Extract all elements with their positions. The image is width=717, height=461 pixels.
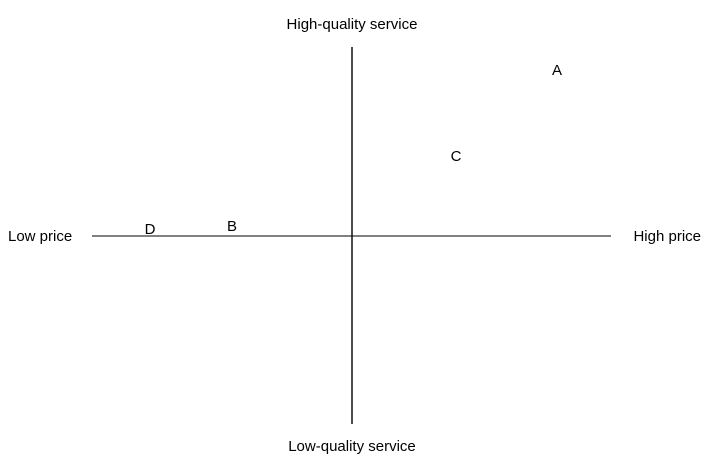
point-label-a: A (552, 62, 562, 79)
axis-label-right: High price (633, 228, 701, 245)
point-label-b: B (227, 218, 237, 235)
point-label-c: C (451, 148, 462, 165)
axis-label-bottom: Low-quality service (288, 438, 416, 455)
point-label-d: D (145, 221, 156, 238)
axis-label-left: Low price (8, 228, 72, 245)
axis-label-top: High-quality service (287, 16, 418, 33)
